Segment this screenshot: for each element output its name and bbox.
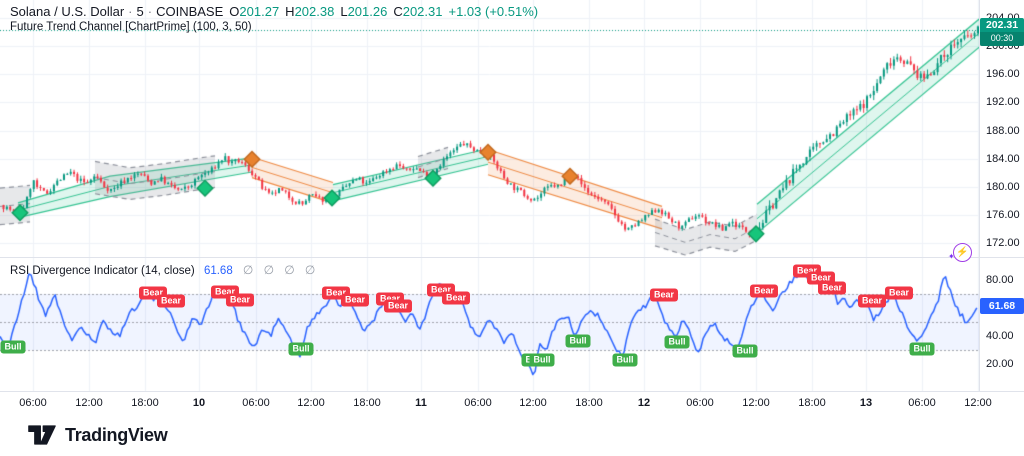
bear-label: Bear	[340, 293, 370, 307]
time-axis-label: 18:00	[353, 397, 381, 409]
rsi-legend[interactable]: RSI Divergence Indicator (14, close) 61.…	[10, 263, 315, 277]
last-price-value: 202.31	[985, 18, 1019, 31]
pane-separator[interactable]	[0, 257, 1024, 258]
rsi-indicator-params: (14, close)	[141, 265, 195, 277]
tradingview-logo-text: TradingView	[65, 424, 168, 445]
rsi-axis-label: 80.00	[986, 274, 1014, 286]
time-axis-label: 12:00	[75, 397, 103, 409]
close-value: 202.31	[402, 4, 443, 19]
rsi-indicator-name[interactable]: RSI Divergence Indicator	[10, 265, 138, 277]
bull-label: Bull	[732, 344, 758, 358]
time-axis-label: 10	[192, 397, 206, 409]
price-pane-canvas[interactable]	[0, 0, 980, 257]
high-label: H202.38	[285, 4, 335, 19]
lightning-icon: ⚡	[952, 243, 972, 262]
price-axis-label: 176.00	[986, 208, 1020, 221]
time-axis-label: 12:00	[519, 397, 547, 409]
exchange-label: COINBASE	[156, 4, 224, 19]
time-axis-label: 06:00	[686, 397, 714, 409]
time-axis-label: 12:00	[742, 397, 770, 409]
time-axis-label: 18:00	[575, 397, 603, 409]
rsi-value-badge: 61.68	[980, 297, 1024, 314]
rsi-value: 61.68	[203, 265, 233, 277]
sparkle-icon: ✦	[948, 252, 955, 261]
empty-value-icon: ∅	[284, 263, 295, 277]
price-axis-label: 188.00	[986, 124, 1020, 137]
price-axis-label: 196.00	[986, 68, 1020, 81]
bull-label: Bull	[664, 335, 690, 349]
bull-label: Bull	[565, 334, 591, 348]
time-axis-label: 11	[415, 397, 427, 409]
price-axis-label: 180.00	[986, 180, 1020, 193]
close-label: C202.31	[393, 4, 443, 19]
time-axis-label: 06:00	[464, 397, 492, 409]
empty-value-icon: ∅	[263, 263, 275, 277]
high-value: 202.38	[294, 4, 335, 19]
indicator-params: (100, 3, 50)	[192, 21, 252, 33]
rsi-axis-label: 40.00	[986, 330, 1014, 342]
empty-value-icon: ∅	[304, 263, 316, 277]
open-label: O201.27	[229, 4, 280, 19]
interval-label[interactable]: 5	[136, 4, 144, 19]
time-axis-label: 13	[859, 397, 873, 409]
separator-dot: ·	[147, 4, 153, 19]
time-axis[interactable]: 06:00 12:00 18:00 10 06:00 12:00 18:00 11 06:00 1…	[0, 391, 1024, 413]
bar-countdown: 00:30	[980, 31, 1024, 46]
bear-label: Bear	[225, 293, 255, 307]
bear-label: Bear	[441, 291, 471, 305]
low-value: 201.26	[347, 4, 388, 19]
symbol-legend[interactable]: Solana / U.S. Dollar · 5 · COINBASE O201.27 H2…	[10, 4, 538, 19]
bull-label: Bull	[909, 342, 935, 356]
boost-button[interactable]: ✦ ⚡	[948, 243, 972, 262]
bull-label: Bull	[288, 342, 314, 356]
price-axis-border	[979, 0, 980, 391]
bear-label: Bear	[749, 284, 779, 298]
empty-value-icon: ∅	[242, 263, 254, 277]
time-axis-label: 12:00	[297, 397, 325, 409]
time-axis-label: 06:00	[908, 397, 936, 409]
time-axis-label: 06:00	[242, 397, 270, 409]
low-label: L201.26	[340, 4, 388, 19]
price-axis-label: 192.00	[986, 96, 1020, 109]
tradingview-logo-mark	[28, 425, 56, 445]
time-axis-label: 18:00	[798, 397, 826, 409]
bear-label: Bear	[857, 294, 887, 308]
change-value: +1.03 (+0.51%)	[448, 4, 539, 19]
last-price-badge: 202.31 00:30	[980, 17, 1024, 46]
bear-label: Bear	[156, 294, 186, 308]
bear-label: Bear	[806, 271, 836, 285]
tradingview-logo[interactable]: TradingView	[28, 423, 168, 447]
bull-label: Bull	[612, 353, 638, 367]
price-axis-label: 184.00	[986, 152, 1020, 165]
time-axis-label: 12	[637, 397, 651, 409]
separator-dot: ·	[128, 4, 133, 19]
open-value: 201.27	[239, 4, 280, 19]
bull-label: Bull	[0, 340, 26, 354]
indicator-name[interactable]: Future Trend Channel [ChartPrime]	[10, 21, 190, 33]
price-axis-label: 172.00	[986, 237, 1020, 249]
bear-label: Bear	[383, 299, 413, 313]
time-axis-label: 06:00	[19, 397, 47, 409]
bull-label: Bull	[529, 353, 555, 367]
rsi-axis-label: 20.00	[986, 358, 1014, 370]
time-axis-label: 12:00	[964, 397, 992, 409]
bear-label: Bear	[649, 288, 679, 302]
bear-label: Bear	[817, 281, 847, 295]
symbol-title[interactable]: Solana / U.S. Dollar	[10, 4, 125, 19]
time-axis-border	[0, 391, 1024, 392]
rsi-axis[interactable]: 80.00 40.00 20.00	[980, 258, 1024, 391]
indicator-legend[interactable]: Future Trend Channel [ChartPrime] (100, …	[10, 21, 252, 33]
bear-label: Bear	[884, 286, 914, 300]
time-axis-label: 18:00	[131, 397, 159, 409]
